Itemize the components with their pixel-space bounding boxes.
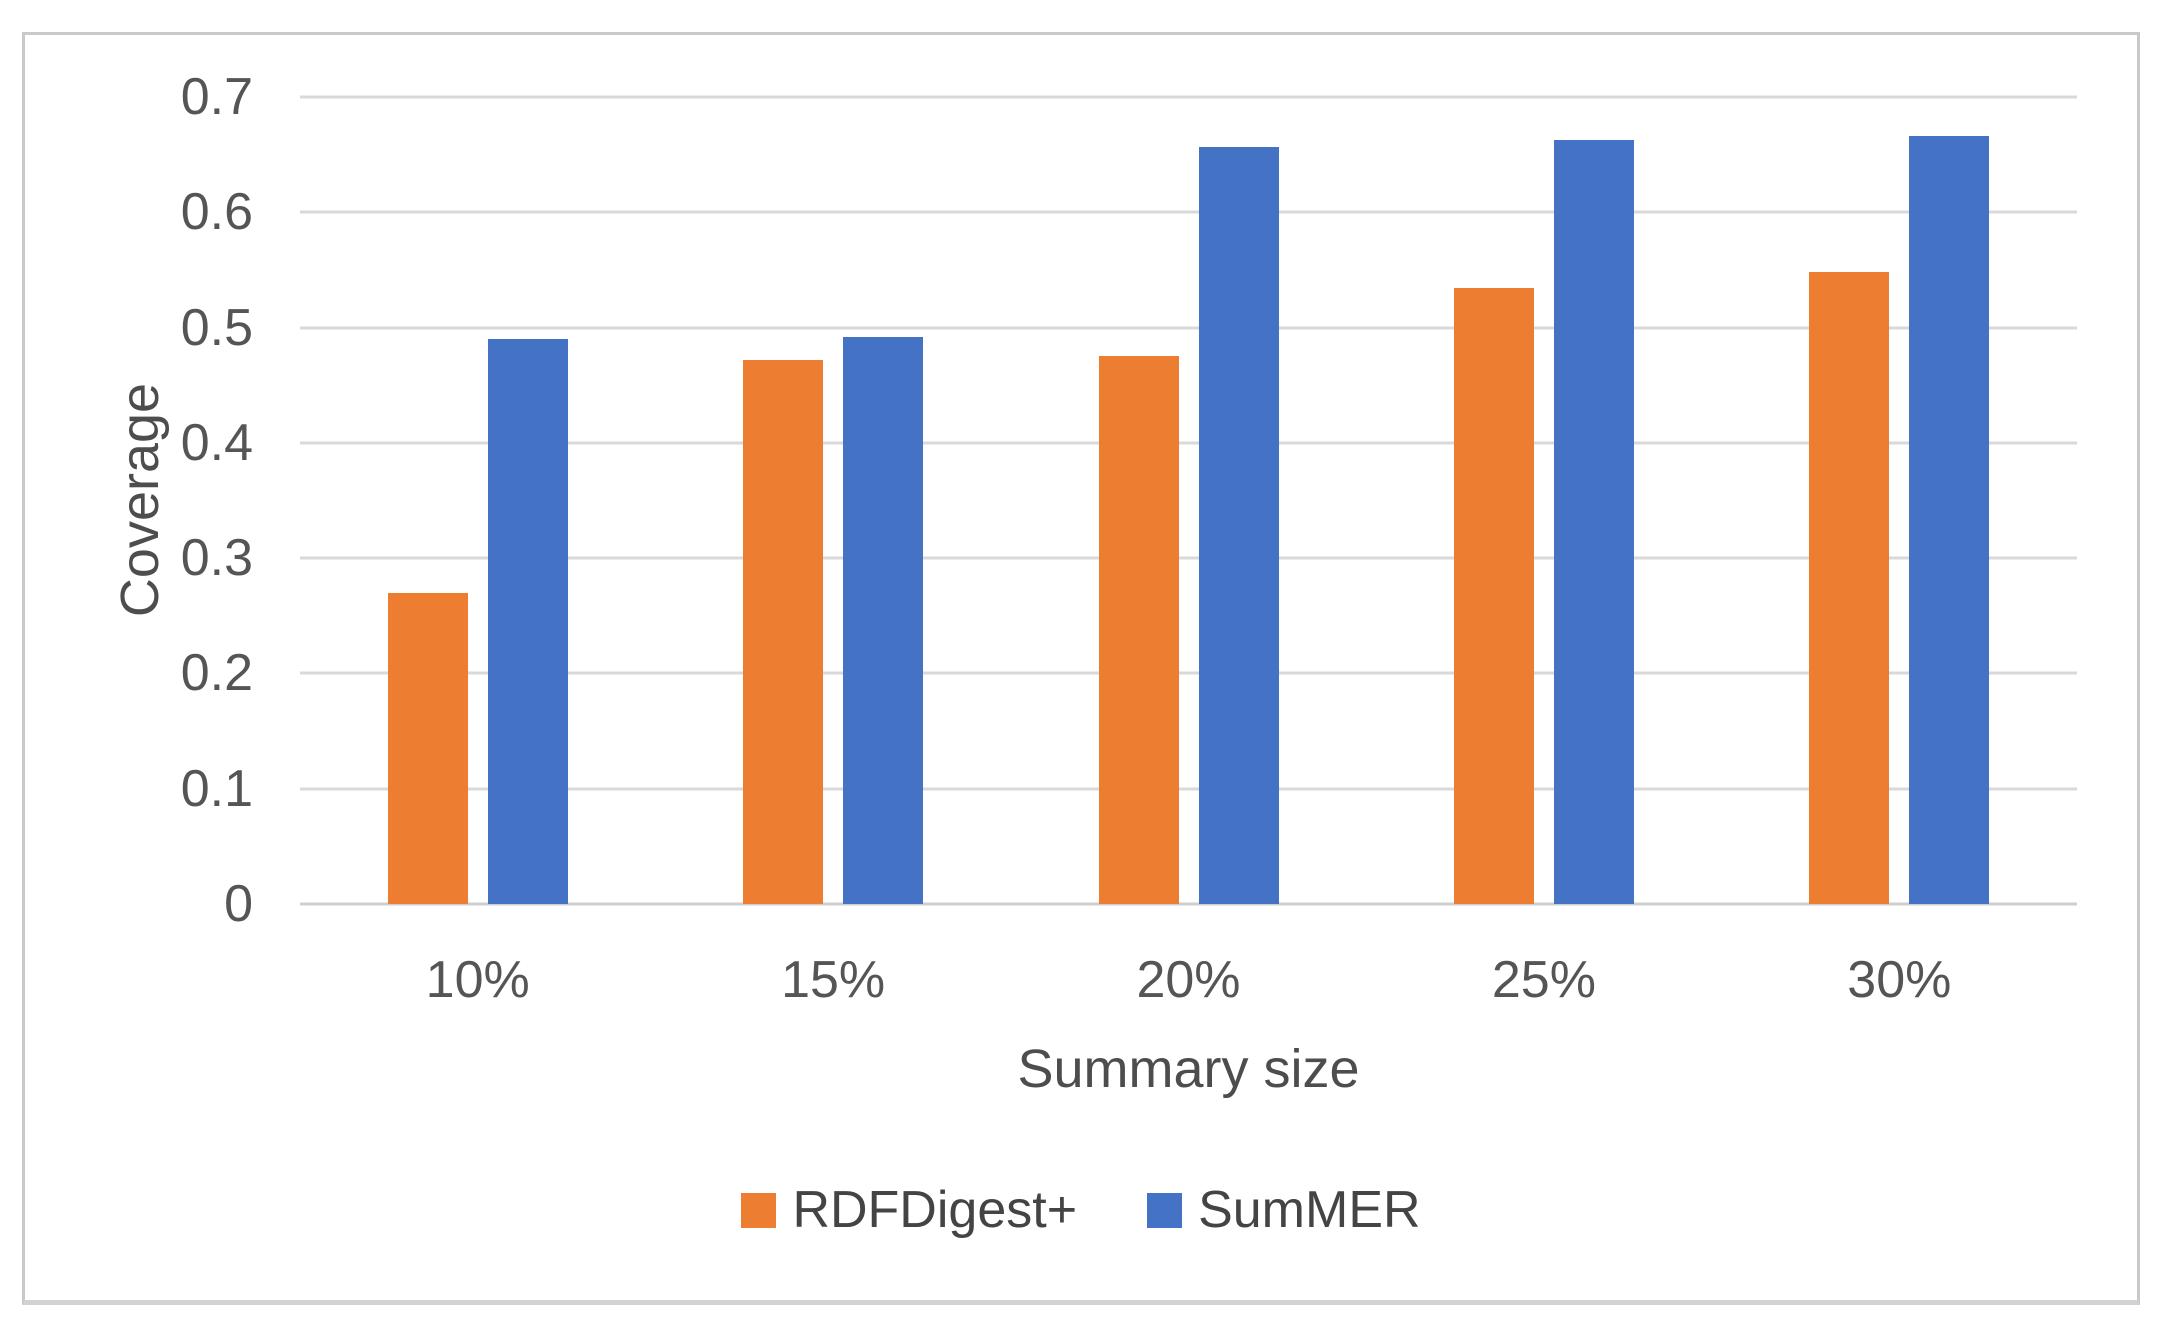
bar-SumMER-20% [1198,147,1279,904]
x-tick-label: 15% [781,951,886,1009]
bar-RDFDigest+-10% [387,593,468,904]
gridline [300,441,2077,445]
bar-RDFDigest+-30% [1809,272,1890,904]
gridline [300,210,2077,214]
bar-SumMER-10% [487,339,568,904]
y-axis-title: Coverage [110,382,170,618]
y-tick-label: 0 [224,875,253,933]
bar-RDFDigest+-25% [1453,288,1534,904]
gridline [300,95,2077,99]
x-tick-label: 20% [1136,951,1241,1009]
bar-SumMER-15% [843,337,924,904]
legend-label: SumMER [1198,1181,1421,1239]
bar-RDFDigest+-15% [743,360,824,904]
x-tick-label: 30% [1847,951,1952,1009]
y-axis-tick-labels: 0.7 0.6 0.5 0.4 0.3 0.2 0.1 0 [25,68,253,933]
gridline [300,787,2077,791]
x-axis-line [300,902,2077,906]
legend-swatch-icon [1147,1192,1183,1228]
y-tick-label: 0.5 [180,298,253,357]
y-tick-label: 0.6 [180,183,253,242]
legend-item-RDFDigest+: RDFDigest+ [741,1180,1077,1240]
x-tick-label: 25% [1491,951,1596,1009]
legend-item-SumMER: SumMER [1147,1180,1421,1240]
gridline [300,671,2077,675]
x-axis-title: Summary size [1017,1039,1360,1099]
bar-group-30% [1722,97,2077,904]
chart-figure: 0.7 0.6 0.5 0.4 0.3 0.2 0.1 0 Coverage 10% 15% 20… [22,32,2140,1305]
bar-SumMER-30% [1909,136,1990,904]
y-tick-label: 0.1 [180,759,253,818]
bar-RDFDigest+-20% [1098,356,1179,904]
x-tick-label: 10% [425,951,530,1009]
y-tick-label: 0.7 [180,68,253,126]
y-tick-label: 0.3 [180,529,253,588]
plot-area [300,95,2077,906]
gridline [300,326,2077,330]
bar-group-15% [655,97,1010,904]
bar-group-10% [300,97,655,904]
gridline [300,556,2077,560]
bar-group-20% [1011,97,1366,904]
y-tick-label: 0.4 [180,413,253,472]
bar-SumMER-25% [1553,140,1634,904]
y-tick-label: 0.2 [180,644,253,703]
chart-legend: RDFDigest+ SumMER [25,1180,2137,1240]
legend-label: RDFDigest+ [792,1181,1078,1239]
bar-groups [300,97,2077,904]
x-axis-tick-labels: 10% 15% 20% 25% 30% [300,950,2077,1010]
legend-swatch-icon [741,1192,777,1228]
bar-group-25% [1366,97,1721,904]
